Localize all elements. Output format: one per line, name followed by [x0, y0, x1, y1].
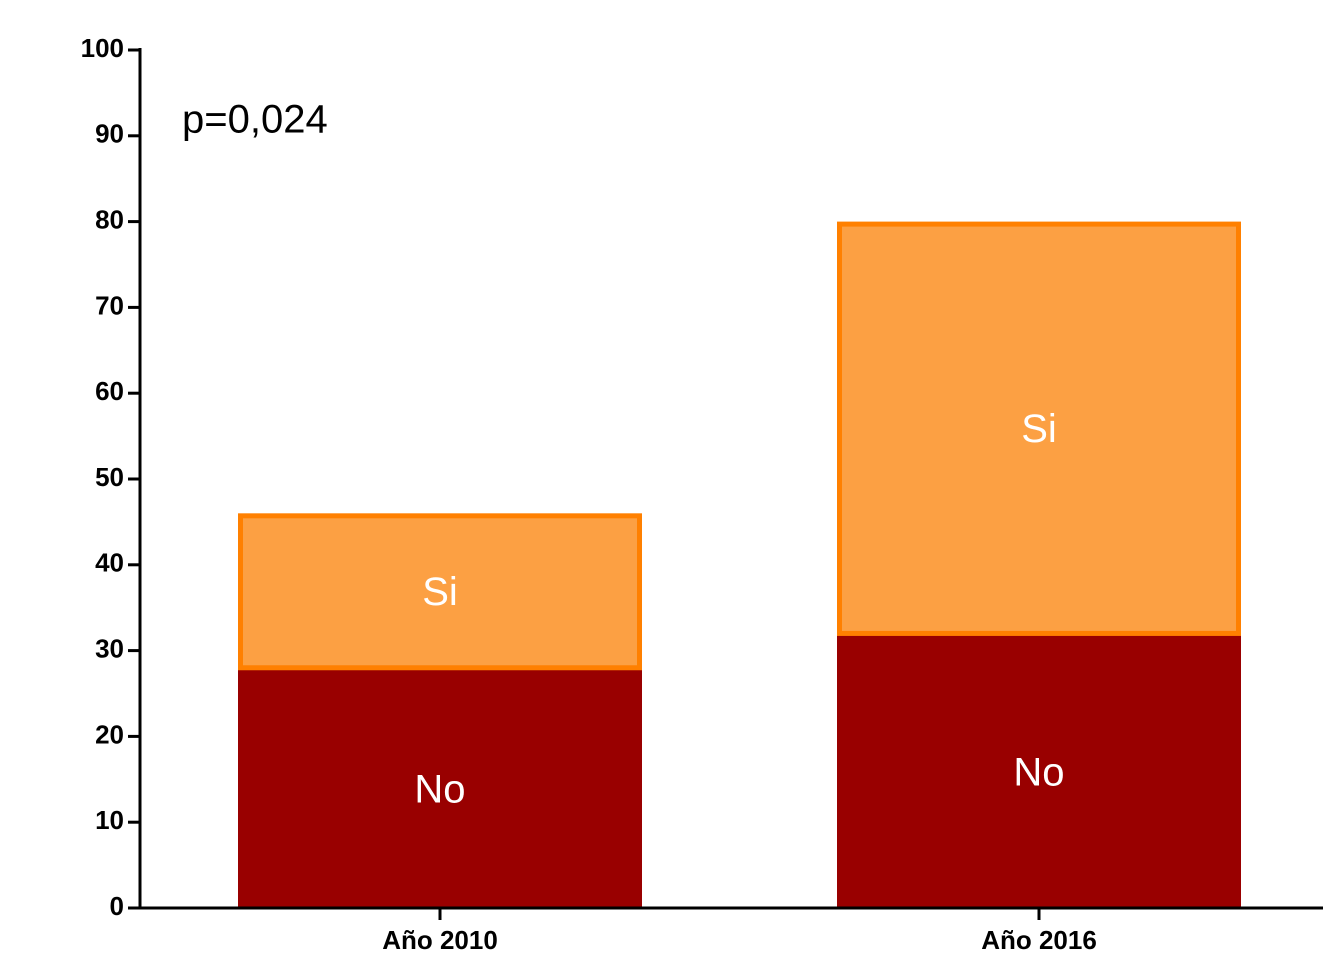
y-tick-label: 90	[95, 119, 124, 149]
segment-label: No	[1013, 750, 1064, 794]
y-tick-label: 50	[95, 462, 124, 492]
bar-segment	[238, 513, 642, 671]
y-tick-label: 100	[81, 33, 124, 63]
y-tick-label: 0	[110, 891, 124, 921]
x-tick-label: Año 2016	[981, 925, 1097, 954]
bar-segment	[837, 633, 1241, 908]
y-tick-label: 60	[95, 376, 124, 406]
segment-label: Si	[1021, 407, 1057, 451]
y-tick-label: 20	[95, 719, 124, 749]
y-tick-label: 70	[95, 290, 124, 320]
annotation: p=0,024	[182, 98, 328, 142]
y-tick-label: 30	[95, 633, 124, 663]
segment-label: No	[414, 767, 465, 811]
y-tick-label: 40	[95, 548, 124, 578]
bar-segment	[837, 221, 1241, 636]
y-tick-label: 80	[95, 204, 124, 234]
y-tick-label: 10	[95, 805, 124, 835]
bar-segment	[238, 667, 642, 908]
segment-label: Si	[422, 570, 458, 614]
x-tick-label: Año 2010	[382, 925, 498, 954]
